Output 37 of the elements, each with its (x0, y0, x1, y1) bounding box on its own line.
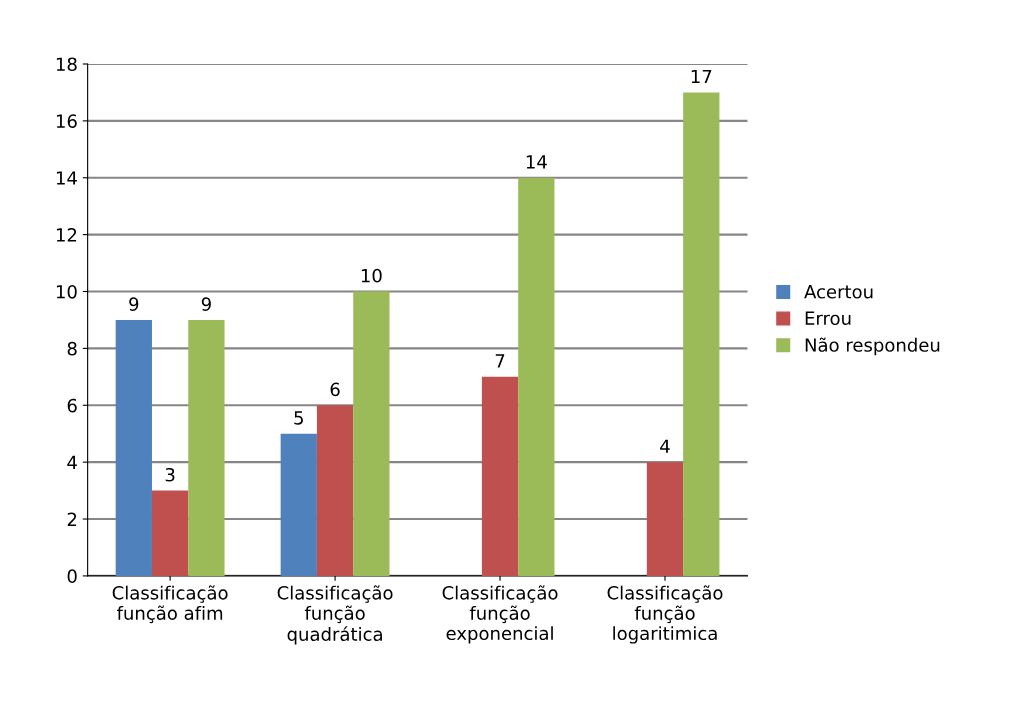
y-tick-label: 2 (67, 512, 77, 526)
data-label: 4 (660, 439, 670, 453)
x-tick-label: Classificação função afim (112, 585, 228, 624)
x-tick-label: Classificação função exponencial (442, 585, 558, 644)
x-tick-label: Classificação função logaritimica (607, 585, 723, 644)
bar (151, 490, 189, 576)
y-tick-label: 8 (67, 341, 77, 356)
data-label: 3 (165, 467, 175, 482)
data-label: 14 (526, 155, 547, 169)
bar (481, 376, 519, 576)
data-label: 10 (361, 268, 382, 283)
y-tick-label: 4 (67, 455, 77, 470)
bar (353, 291, 390, 576)
data-label: 7 (495, 354, 505, 368)
x-tick-label: Classificação função quadrática (277, 585, 393, 645)
legend-label: Acertou (804, 285, 873, 299)
bar (188, 319, 225, 576)
bar (646, 462, 684, 576)
data-label: 5 (294, 411, 303, 425)
legend-label: Não respondeu (805, 337, 940, 356)
y-tick-label: 12 (56, 228, 77, 242)
bar (280, 433, 317, 576)
bar (115, 319, 152, 576)
data-label: 17 (691, 69, 712, 84)
bar (316, 405, 354, 576)
bar (518, 177, 555, 576)
legend-label: Errou (805, 311, 851, 326)
y-tick-label: 16 (56, 114, 77, 128)
y-tick-label: 14 (56, 171, 77, 185)
y-tick-label: 18 (56, 57, 77, 72)
y-tick-label: 0 (67, 569, 77, 584)
y-tick-label: 10 (56, 284, 77, 299)
bar (683, 92, 720, 576)
data-label: 9 (129, 297, 139, 311)
data-label: 6 (330, 382, 340, 397)
y-tick-label: 6 (67, 398, 77, 413)
data-label: 9 (201, 297, 211, 311)
